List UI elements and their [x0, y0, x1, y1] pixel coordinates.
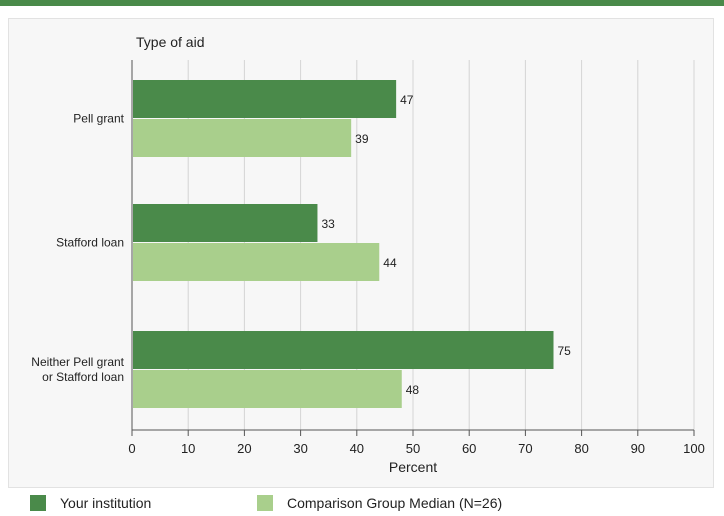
legend-label-comparison-group: Comparison Group Median (N=26)	[287, 495, 503, 511]
x-tick-label-60: 60	[462, 441, 476, 456]
legend-item-comparison-group: Comparison Group Median (N=26)	[257, 495, 502, 511]
x-tick-label-50: 50	[406, 441, 420, 456]
bar-stafford-loan-series-0	[133, 204, 318, 242]
y-axis-title: Type of aid	[136, 34, 205, 50]
bar-stafford-loan-series-1	[133, 243, 380, 281]
x-tick-label-20: 20	[237, 441, 251, 456]
legend-swatch-comparison-group	[257, 495, 273, 511]
bar-neither-pell-grant-or-stafford-loan-series-1	[133, 370, 402, 408]
category-label-pell-grant: Pell grant	[73, 112, 124, 126]
data-label-neither-pell-grant-or-stafford-loan-series-1: 48	[406, 383, 420, 397]
data-label-pell-grant-series-0: 47	[400, 93, 414, 107]
bar-pell-grant-series-1	[133, 119, 352, 157]
x-tick-label-10: 10	[181, 441, 195, 456]
top-accent-bar	[0, 0, 724, 6]
bar-chart: 0 10 20 30 40 50 60 70 80 90 100 Type of aid Percent…	[31, 34, 705, 475]
category-label-neither-pell-grant-or-stafford-loan-line-1: or Stafford loan	[42, 370, 124, 384]
legend-swatch-your-institution	[30, 495, 46, 511]
legend: Your institution Comparison Group Median…	[0, 488, 724, 516]
category-label-stafford-loan: Stafford loan	[56, 236, 124, 250]
x-tick-label-100: 100	[683, 441, 705, 456]
x-tick-label-80: 80	[574, 441, 588, 456]
x-tick-label-0: 0	[128, 441, 135, 456]
data-label-stafford-loan-series-1: 44	[383, 256, 397, 270]
data-label-pell-grant-series-1: 39	[355, 132, 369, 146]
x-tick-label-70: 70	[518, 441, 532, 456]
bar-pell-grant-series-0	[133, 80, 397, 118]
x-tick-label-40: 40	[350, 441, 364, 456]
data-label-stafford-loan-series-0: 33	[321, 217, 335, 231]
legend-item-your-institution: Your institution	[30, 495, 151, 511]
category-label-neither-pell-grant-or-stafford-loan-line-0: Neither Pell grant	[31, 355, 124, 369]
x-axis-label: Percent	[389, 459, 437, 475]
x-tick-label-30: 30	[293, 441, 307, 456]
bar-neither-pell-grant-or-stafford-loan-series-0	[133, 331, 554, 369]
x-tick-label-90: 90	[631, 441, 645, 456]
data-label-neither-pell-grant-or-stafford-loan-series-0: 75	[558, 344, 572, 358]
legend-label-your-institution: Your institution	[60, 495, 152, 511]
